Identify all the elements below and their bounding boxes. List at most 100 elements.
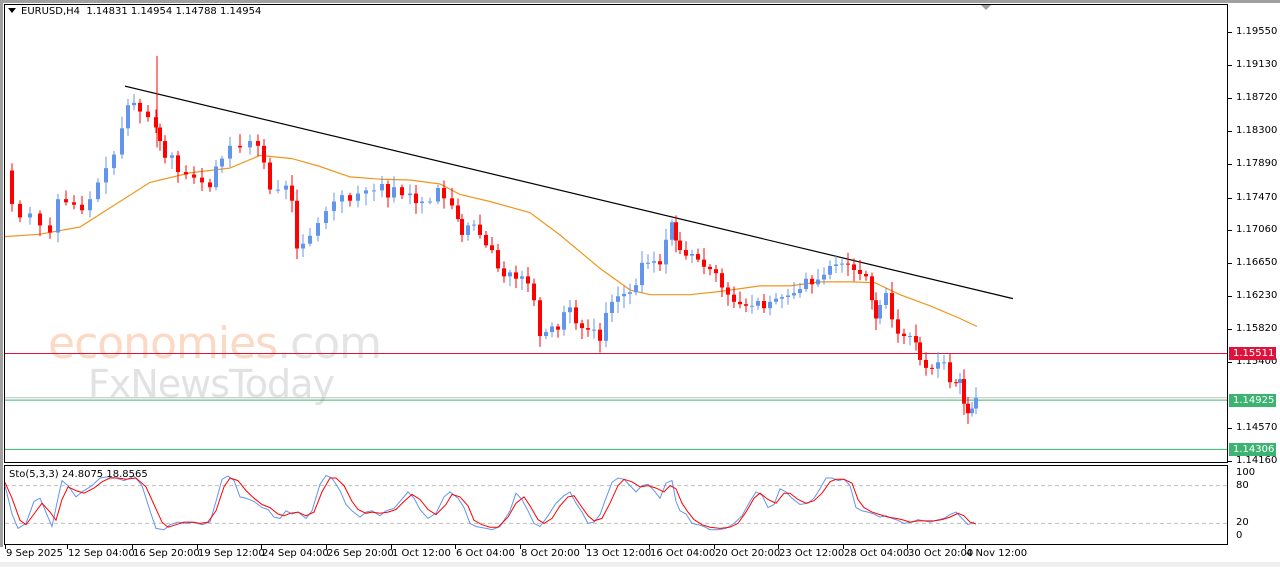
bull-candle bbox=[220, 158, 224, 167]
watermark-economies-text: economies bbox=[48, 318, 278, 369]
price-tick bbox=[1228, 131, 1232, 133]
bear-candle bbox=[924, 359, 928, 368]
bull-candle bbox=[380, 184, 384, 191]
bull-candle bbox=[562, 312, 566, 330]
price-tick bbox=[1228, 98, 1232, 100]
bear-candle bbox=[852, 264, 856, 270]
bear-candle bbox=[262, 145, 266, 163]
bear-candle bbox=[846, 263, 850, 265]
bear-candle bbox=[268, 162, 272, 190]
bull-candle bbox=[834, 264, 838, 266]
bull-candle bbox=[798, 289, 802, 294]
bear-candle bbox=[684, 250, 688, 256]
bear-candle bbox=[502, 268, 506, 277]
bear-candle bbox=[702, 259, 706, 267]
bear-candle bbox=[914, 336, 918, 343]
main-price-pane[interactable] bbox=[4, 4, 1228, 463]
stochastic-signal-line bbox=[4, 477, 977, 529]
bear-candle bbox=[163, 141, 167, 158]
bull-candle bbox=[780, 297, 784, 299]
time-tick bbox=[520, 545, 521, 549]
bull-candle bbox=[884, 293, 888, 305]
bull-candle bbox=[408, 193, 412, 196]
bull-candle bbox=[646, 262, 650, 264]
price-label: 1.15400 bbox=[1236, 356, 1278, 368]
bear-candle bbox=[442, 188, 446, 199]
bull-candle bbox=[958, 379, 962, 383]
bear-candle bbox=[200, 177, 204, 183]
bear-candle bbox=[348, 195, 352, 201]
bear-candle bbox=[450, 198, 454, 206]
bear-candle bbox=[176, 155, 180, 173]
price-badge: 1.15511 bbox=[1229, 347, 1276, 361]
bear-candle bbox=[184, 172, 188, 175]
price-tick bbox=[1228, 461, 1232, 462]
stochastic-pane[interactable] bbox=[4, 465, 1228, 545]
bull-candle bbox=[604, 312, 608, 341]
bear-candle bbox=[864, 273, 868, 277]
bull-candle bbox=[56, 199, 60, 233]
bear-candle bbox=[930, 367, 934, 369]
price-label: 1.17890 bbox=[1236, 158, 1278, 170]
bear-candle bbox=[874, 300, 878, 319]
bear-candle bbox=[708, 266, 712, 270]
bull-candle bbox=[248, 141, 252, 148]
time-label: 16 Oct 04:00 bbox=[650, 548, 716, 559]
stochastic-main-line bbox=[4, 474, 975, 531]
bear-candle bbox=[238, 145, 242, 148]
bear-candle bbox=[810, 278, 814, 285]
bear-candle bbox=[256, 141, 260, 146]
bull-candle bbox=[970, 408, 974, 414]
bear-candle bbox=[870, 276, 874, 301]
bull-candle bbox=[284, 185, 288, 190]
bull-candle bbox=[364, 190, 368, 194]
bull-candle bbox=[112, 154, 116, 169]
time-label: 12 Sep 04:00 bbox=[68, 548, 135, 559]
bull-candle bbox=[472, 224, 476, 226]
bear-candle bbox=[48, 225, 52, 233]
bull-candle bbox=[828, 266, 832, 275]
bull-candle bbox=[550, 326, 554, 333]
bull-candle bbox=[132, 102, 136, 106]
bull-candle bbox=[816, 279, 820, 285]
bull-candle bbox=[568, 307, 572, 313]
time-tick bbox=[843, 545, 844, 549]
stochastic-level-label: 100 bbox=[1236, 467, 1256, 478]
bear-candle bbox=[954, 382, 958, 384]
ohlc-values: 1.14831 1.14954 1.14788 1.14954 bbox=[86, 6, 262, 17]
price-label: 1.14570 bbox=[1236, 422, 1278, 434]
bull-candle bbox=[908, 336, 912, 338]
time-label: 28 Oct 04:00 bbox=[844, 548, 910, 559]
bull-candle bbox=[104, 168, 108, 183]
chart-shift-marker-icon[interactable] bbox=[981, 5, 991, 10]
bear-candle bbox=[290, 185, 294, 201]
bear-candle bbox=[598, 329, 602, 341]
trendline bbox=[124, 85, 1014, 300]
bear-candle bbox=[38, 213, 42, 226]
bull-candle bbox=[756, 301, 760, 306]
time-label: 26 Sep 20:00 bbox=[327, 548, 394, 559]
time-tick bbox=[907, 545, 908, 549]
bear-candle bbox=[762, 301, 766, 309]
bear-candle bbox=[586, 328, 590, 330]
bull-candle bbox=[774, 298, 778, 302]
bear-candle bbox=[18, 203, 22, 218]
price-tick bbox=[1228, 328, 1232, 330]
bull-candle bbox=[428, 201, 432, 203]
price-label: 1.19130 bbox=[1236, 59, 1278, 71]
window-left-border bbox=[0, 0, 3, 547]
price-tick bbox=[1228, 296, 1232, 298]
bull-candle bbox=[228, 145, 232, 159]
bear-candle bbox=[720, 273, 724, 288]
bear-candle bbox=[738, 301, 742, 305]
bear-candle bbox=[514, 272, 518, 279]
price-label: 1.17470 bbox=[1236, 191, 1278, 203]
time-tick bbox=[67, 545, 68, 549]
bear-candle bbox=[948, 362, 952, 383]
bull-candle bbox=[822, 274, 826, 280]
dropdown-triangle-icon[interactable] bbox=[8, 8, 16, 13]
bear-candle bbox=[414, 193, 418, 204]
time-label: 13 Oct 12:00 bbox=[586, 548, 652, 559]
bear-candle bbox=[962, 379, 966, 404]
bear-candle bbox=[80, 204, 84, 211]
